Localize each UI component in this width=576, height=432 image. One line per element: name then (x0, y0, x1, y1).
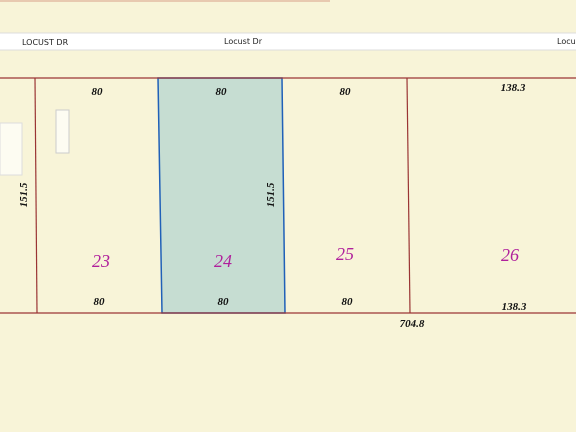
building (0, 122, 23, 176)
dimension: 80 (218, 296, 230, 308)
dimension: 80 (92, 86, 104, 98)
lot-number: 25 (336, 244, 354, 264)
building (55, 109, 70, 154)
lot-number: 23 (92, 251, 110, 271)
dimension: 151.5 (265, 182, 277, 207)
dimension: 80 (340, 86, 352, 98)
road-label: Locust Dr (557, 37, 576, 46)
dimension: 704.8 (400, 318, 425, 330)
dimension: 151.5 (18, 182, 30, 207)
dimension: 80 (94, 296, 106, 308)
lot-number: 24 (214, 251, 232, 271)
lot-number: 26 (501, 245, 519, 265)
road-label: Locust Dr (224, 37, 263, 46)
dimension: 80 (216, 86, 228, 98)
dimension: 80 (342, 296, 354, 308)
road-label: LOCUST DR (22, 38, 69, 47)
road (0, 33, 576, 50)
dimension: 138.3 (502, 301, 527, 313)
lot-line (406, 77, 411, 314)
dimension: 138.3 (501, 82, 526, 94)
lot-line (34, 77, 38, 314)
